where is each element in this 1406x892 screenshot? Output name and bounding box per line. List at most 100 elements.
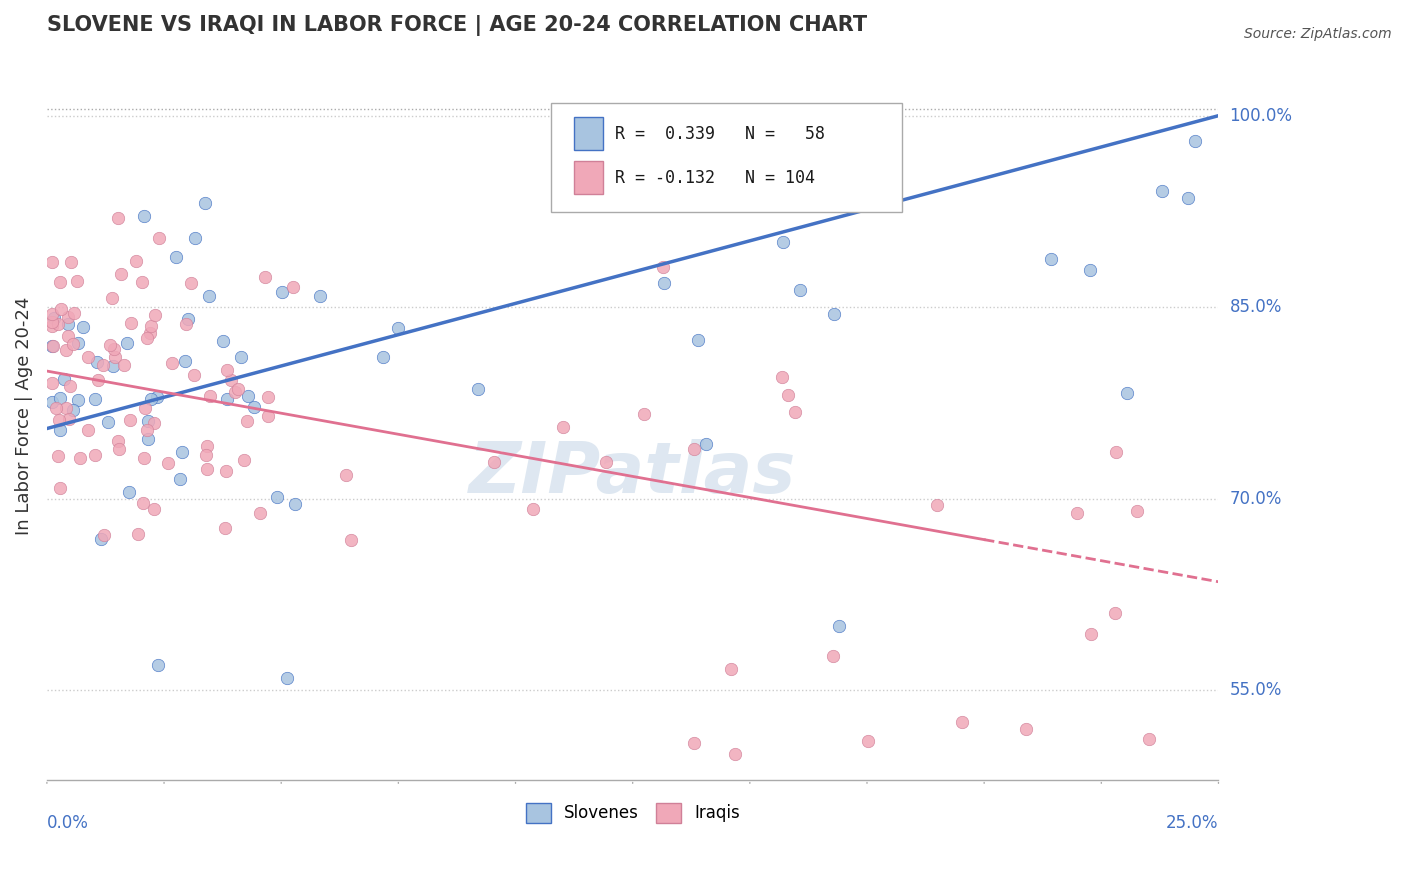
Point [143,502,166,516]
Point [856,734,879,748]
Point [1152,184,1174,198]
Point [165,250,187,264]
Point [772,235,794,250]
Point [134,450,156,465]
Point [271,285,294,300]
Point [595,455,617,469]
Point [118,412,141,426]
Point [131,275,153,289]
Point [55,343,77,358]
Point [84,392,107,406]
Text: R =  0.339   N =   58: R = 0.339 N = 58 [614,125,825,143]
Point [72,320,94,334]
Point [1104,607,1126,621]
Point [118,484,141,499]
Point [1078,263,1101,277]
Point [249,506,271,520]
Text: SLOVENE VS IRAQI IN LABOR FORCE | AGE 20-24 CORRELATION CHART: SLOVENE VS IRAQI IN LABOR FORCE | AGE 20… [46,15,868,36]
Point [1015,722,1038,736]
Point [86,373,108,387]
Point [1116,385,1139,400]
Point [215,464,238,478]
Point [62,336,84,351]
Point [127,527,149,541]
Point [58,310,80,324]
Point [136,433,159,447]
Point [41,339,63,353]
Point [76,423,98,437]
Point [148,230,170,244]
Point [86,355,108,369]
Point [49,275,72,289]
Point [823,648,845,663]
Point [41,376,63,390]
Point [652,276,675,290]
Text: 55.0%: 55.0% [1230,681,1282,699]
Point [1080,627,1102,641]
Point [243,401,266,415]
Point [281,280,304,294]
Point [134,401,156,415]
Point [42,339,65,353]
Point [229,350,252,364]
Point [193,195,215,210]
Point [56,328,79,343]
Point [125,254,148,268]
Point [652,260,675,274]
Point [97,416,120,430]
Point [215,363,238,377]
Point [778,388,800,402]
Point [174,317,197,331]
Point [1137,732,1160,747]
Point [84,448,107,462]
Point [160,356,183,370]
Text: 0.0%: 0.0% [46,814,89,832]
Point [1184,134,1206,148]
Point [136,413,159,427]
Point [1174,785,1197,799]
Point [101,291,124,305]
Point [49,481,72,495]
Point [177,312,200,326]
Point [1126,504,1149,518]
FancyBboxPatch shape [574,118,603,150]
Point [253,269,276,284]
Point [482,455,505,469]
Point [63,306,86,320]
Point [226,382,249,396]
Point [41,307,63,321]
Point [785,405,807,419]
Point [55,401,77,416]
Point [198,289,221,303]
Point [1040,252,1063,266]
Point [52,372,75,386]
Point [41,318,63,333]
Point [146,390,169,404]
Point [553,420,575,434]
Point [823,307,845,321]
Point [142,416,165,430]
Point [66,274,89,288]
Point [143,309,166,323]
Point [157,456,180,470]
Point [828,619,851,633]
Point [335,468,357,483]
Point [58,318,80,332]
Point [686,333,709,347]
Point [98,338,121,352]
Point [467,382,489,396]
Point [257,409,280,423]
Point [90,533,112,547]
Point [683,442,706,456]
Point [1066,506,1088,520]
Point [215,392,238,406]
Point [214,521,236,535]
Point [58,412,80,426]
Point [132,209,155,223]
Point [59,255,82,269]
Point [276,671,298,685]
Point [46,317,69,331]
Point [198,389,221,403]
Point [41,255,63,269]
Point [266,490,288,504]
